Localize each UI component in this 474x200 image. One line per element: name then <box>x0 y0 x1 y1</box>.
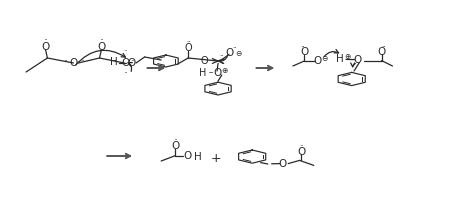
Text: ··: ·· <box>299 142 304 151</box>
Text: O: O <box>313 56 322 66</box>
Text: ··: ·· <box>81 58 85 66</box>
Text: +: + <box>210 152 221 164</box>
Text: H: H <box>110 57 118 67</box>
Text: ··: ·· <box>300 44 305 50</box>
Text: H: H <box>337 54 344 64</box>
Text: ⊖: ⊖ <box>235 49 242 58</box>
Text: ··: ·· <box>186 39 191 45</box>
Text: O: O <box>127 58 136 68</box>
Text: O: O <box>377 47 386 57</box>
Text: H: H <box>199 68 207 78</box>
Text: H: H <box>194 152 202 162</box>
Text: ··: ·· <box>99 36 104 46</box>
Text: O: O <box>354 55 362 65</box>
Text: O: O <box>97 42 106 52</box>
Text: ⊕: ⊕ <box>221 66 228 75</box>
Text: ··: ·· <box>219 53 224 59</box>
Text: ··: ·· <box>63 58 68 66</box>
Text: O: O <box>121 58 129 68</box>
Text: ··: ·· <box>382 44 386 50</box>
Text: O: O <box>213 68 221 78</box>
Text: O: O <box>200 56 208 66</box>
Text: O: O <box>183 151 191 161</box>
Text: O: O <box>171 141 180 151</box>
Text: O: O <box>70 58 78 68</box>
Text: ··: ·· <box>130 58 135 66</box>
Text: O: O <box>278 159 286 169</box>
Text: ··: ·· <box>173 136 178 146</box>
Text: O: O <box>41 42 50 52</box>
Text: O: O <box>184 43 192 53</box>
Text: O: O <box>226 48 234 58</box>
Text: ··: ·· <box>123 47 128 56</box>
Text: ⊕: ⊕ <box>345 52 351 61</box>
Text: ⊖: ⊖ <box>321 54 328 63</box>
Text: ··: ·· <box>232 45 237 51</box>
Text: O: O <box>300 47 309 57</box>
Text: –: – <box>209 68 213 77</box>
Text: O: O <box>297 147 306 157</box>
Text: ··: ·· <box>123 70 128 78</box>
Text: ··: ·· <box>43 36 48 46</box>
